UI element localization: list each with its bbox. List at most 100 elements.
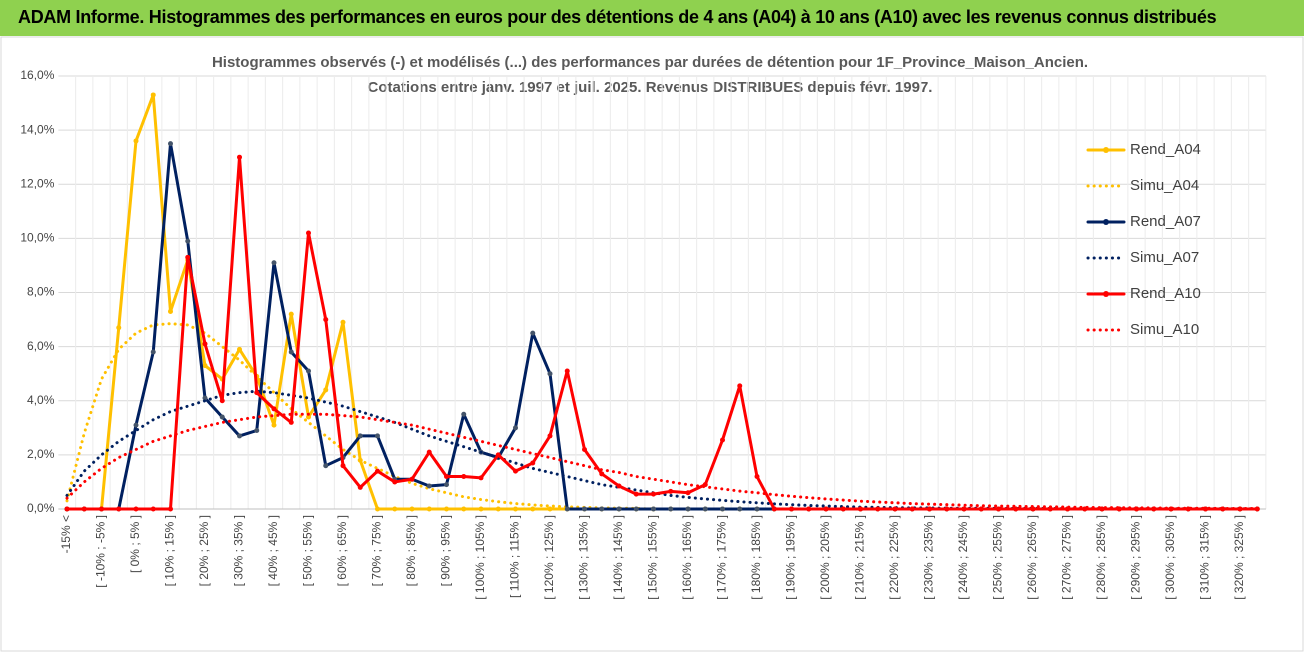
series-marker [185,254,191,260]
series-marker [651,491,656,497]
legend-label: Rend_A04 [1130,141,1201,158]
chart-subtitle: Cotations entre janv. 1997 et juil. 2025… [368,79,933,96]
x-tick-label: [ 80% ; 85% ] [404,515,418,586]
chart: Histogrammes observés (-) et modélisés (… [0,36,1304,652]
series-marker [254,428,260,434]
y-tick-label: 6,0% [27,339,55,353]
series-marker [858,506,863,512]
series-marker [823,506,829,512]
series-marker [944,506,950,512]
legend-marker [1103,291,1109,297]
legend-marker [1103,219,1109,225]
series-marker [771,506,777,512]
series-marker [616,506,622,512]
header-bar: ADAM Informe. Histogrammes des performan… [0,0,1304,36]
series-marker [927,506,932,512]
x-tick-label: [ 310% ; 315% ] [1198,515,1212,600]
x-tick-label: [ 90% ; 95% ] [439,515,453,586]
series-marker [547,433,553,439]
series-marker [288,419,294,425]
series-marker [323,387,329,393]
legend-label: Simu_A10 [1130,321,1199,338]
x-tick-label: [ 70% ; 75% ] [370,515,384,586]
y-tick-label: 0,0% [27,501,55,515]
x-tick-label: [ 150% ; 155% ] [646,515,660,600]
series-marker [254,390,260,396]
series-marker [840,506,846,512]
series-marker [340,319,346,325]
x-tick-label: [ 0% ; 5% ] [128,515,142,573]
legend-label: Simu_A04 [1130,177,1199,194]
series-marker [202,363,208,369]
series-marker [702,506,708,512]
x-tick-label: [ 180% ; 185% ] [749,515,763,600]
series-marker [495,506,501,512]
x-tick-label: [ 300% ; 305% ] [1163,515,1177,600]
series-marker [668,488,674,494]
series-marker [323,317,329,323]
series-marker [461,411,467,417]
series-marker [426,449,432,455]
series-marker [530,506,536,512]
series-marker [564,506,570,512]
series-marker [461,474,467,480]
x-tick-label: [ 200% ; 205% ] [818,515,832,600]
series-marker [754,506,760,512]
y-tick-label: 16,0% [20,68,54,82]
series-marker [478,475,484,481]
series-marker [271,260,277,266]
y-tick-label: 12,0% [20,176,54,190]
series-marker [202,395,208,401]
series-marker [64,506,70,512]
series-marker [357,484,363,490]
series-marker [116,506,122,512]
x-tick-label: [ 320% ; 325% ] [1232,515,1246,600]
x-tick-label: [ 280% ; 285% ] [1094,515,1108,600]
series-marker [909,506,915,512]
series-marker [426,506,432,512]
x-tick-label: [ -10% ; -5% ] [94,515,108,588]
series-line [65,155,1259,511]
series-marker [875,506,881,512]
series-marker [375,506,380,512]
series-marker [219,398,225,404]
series-line [65,412,1259,510]
series-marker [133,138,139,144]
legend-label: Rend_A07 [1130,213,1201,230]
series-marker [547,506,553,512]
x-tick-label: [ 160% ; 165% ] [680,515,694,600]
series-marker [323,463,329,469]
series-marker [668,506,674,512]
series-marker [685,506,691,512]
series-marker [530,460,536,466]
x-tick-label: [ 290% ; 295% ] [1129,515,1143,600]
x-tick-label: [ 120% ; 125% ] [542,515,556,600]
series-marker [168,506,173,512]
series-marker [99,506,104,512]
series-marker [582,506,587,512]
series-marker [237,346,242,352]
series-marker [530,330,536,336]
series-marker [789,506,794,512]
x-tick-label: [ 140% ; 145% ] [611,515,625,600]
series-marker [392,479,398,485]
series-marker [978,506,984,512]
x-tick-label: [ 100% ; 105% ] [473,515,487,600]
x-tick-label: [ 130% ; 135% ] [577,515,591,600]
x-tick-label: [ 20% ; 25% ] [197,515,211,586]
series-marker [237,433,242,439]
chart-title: Histogrammes observés (-) et modélisés (… [212,54,1088,71]
series-marker [392,506,398,512]
series-marker [1254,506,1260,512]
series-marker [996,506,1001,512]
series-marker [340,463,346,469]
series-marker [754,474,760,480]
x-tick-label: [ 170% ; 175% ] [715,515,729,600]
series-marker [271,422,277,428]
series-marker [375,468,380,474]
series-marker [495,452,501,458]
series-marker [513,425,518,431]
series-marker [150,349,156,355]
series-marker [616,483,622,489]
